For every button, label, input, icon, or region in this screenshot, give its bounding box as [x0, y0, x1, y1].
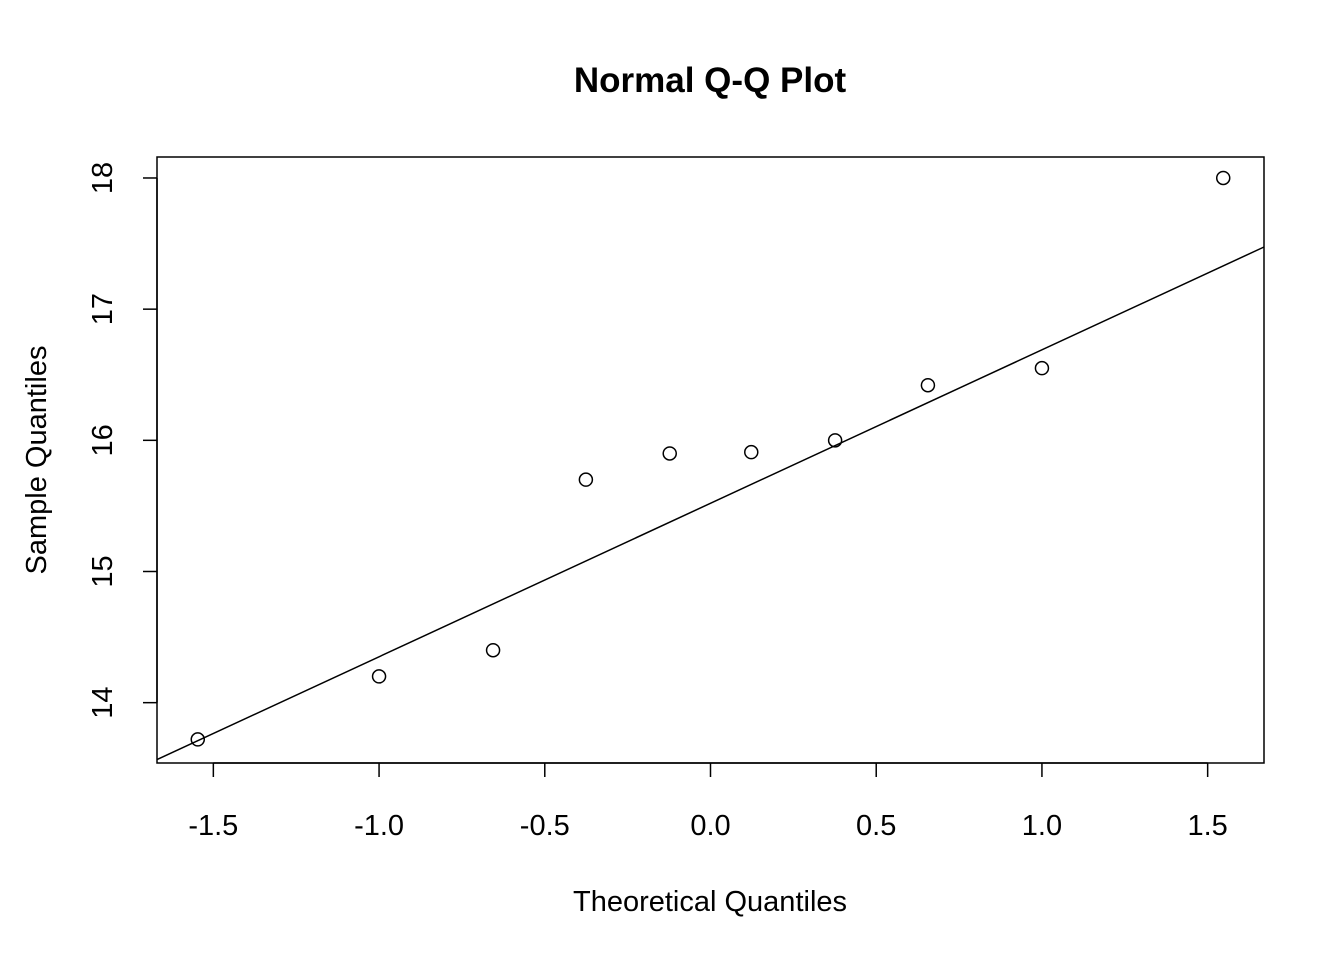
x-tick-label: 0.0: [690, 810, 730, 842]
y-axis-label: Sample Quantiles: [21, 346, 53, 575]
x-tick-label: -0.5: [520, 810, 570, 842]
y-axis: 14 15 16 17 18: [87, 162, 158, 719]
data-point: [827, 433, 843, 448]
y-tick-label: 16: [87, 424, 119, 456]
y-tick-label: 18: [87, 162, 119, 194]
data-point: [1215, 170, 1231, 186]
chart-title: Normal Q-Q Plot: [574, 61, 847, 100]
x-tick-label: 0.5: [856, 810, 896, 842]
x-axis-label: Theoretical Quantiles: [573, 886, 847, 918]
y-tick-label: 15: [87, 555, 119, 587]
x-tick-label: -1.5: [188, 810, 238, 842]
plot-frame: [156, 156, 1265, 764]
x-tick-label: 1.0: [1022, 810, 1062, 842]
data-point: [190, 732, 206, 747]
data-point: [744, 444, 759, 460]
data-point: [1034, 360, 1050, 376]
x-tick-label: 1.5: [1187, 810, 1227, 842]
data-point: [662, 446, 677, 461]
data-point: [578, 472, 594, 487]
x-tick-label: -1.0: [354, 810, 404, 842]
y-tick-label: 14: [87, 687, 119, 719]
x-axis: -1.5 -1.0 -0.5 0.0 0.5 1.0 1.5: [188, 762, 1228, 842]
data-points: [190, 170, 1231, 747]
reference-line: [156, 246, 1265, 761]
data-point: [920, 377, 936, 393]
data-point: [485, 642, 501, 658]
y-tick-label: 17: [87, 293, 119, 325]
data-point: [371, 669, 387, 684]
reference-line-layer: [156, 246, 1265, 761]
